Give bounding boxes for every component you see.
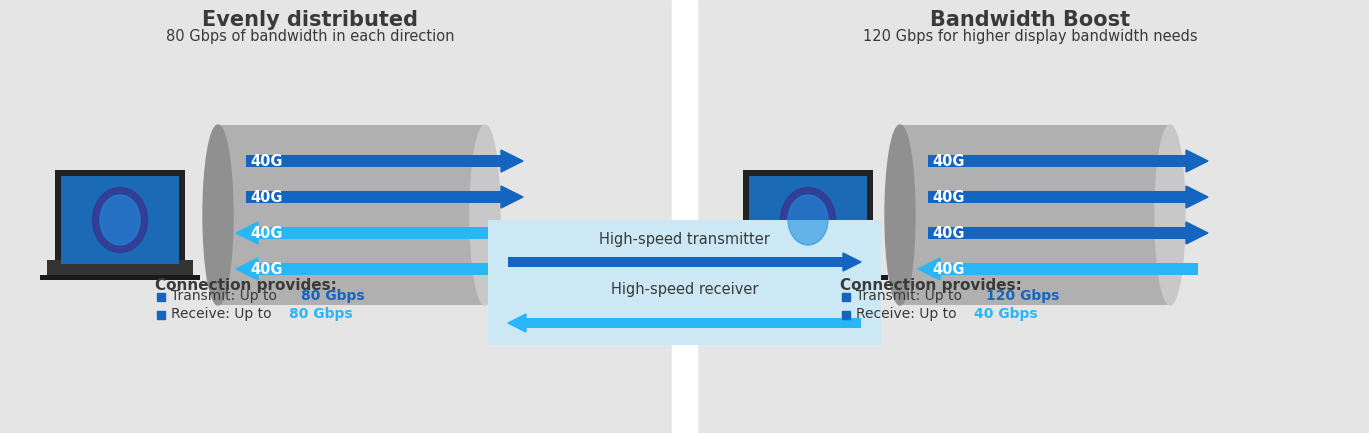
Text: 40G: 40G [251,262,282,277]
Text: 40G: 40G [251,154,282,168]
Text: 40 Gbps: 40 Gbps [973,307,1038,321]
Ellipse shape [203,125,233,305]
Bar [941,263,1198,275]
Text: 80 Gbps: 80 Gbps [301,289,364,303]
Ellipse shape [780,187,835,252]
Ellipse shape [1155,125,1186,305]
Text: 120 Gbps for higher display bandwidth needs: 120 Gbps for higher display bandwidth ne… [862,29,1198,44]
Polygon shape [501,186,523,208]
Bar [526,318,861,328]
Bar [40,275,200,280]
Bar [842,311,850,319]
Bar [246,155,501,167]
Polygon shape [919,258,941,280]
Bar [55,170,185,270]
Ellipse shape [789,195,828,245]
Bar [928,191,1186,203]
Bar [508,257,843,267]
Text: Receive: Up to: Receive: Up to [171,307,277,321]
Bar [218,125,485,305]
Text: 40G: 40G [932,154,965,168]
Polygon shape [501,150,523,172]
Polygon shape [235,222,257,244]
Text: 40G: 40G [251,226,282,240]
Ellipse shape [470,125,500,305]
Polygon shape [843,253,861,271]
Ellipse shape [100,195,140,245]
Bar [735,260,882,278]
Bar [672,0,697,433]
Text: 40G: 40G [932,262,965,277]
Bar [728,275,888,280]
Text: 120 Gbps: 120 Gbps [986,289,1060,303]
Bar [899,125,1170,305]
Bar [928,155,1186,167]
Text: 40G: 40G [932,226,965,240]
Bar [47,260,193,278]
Text: High-speed receiver: High-speed receiver [611,282,758,297]
Bar [842,293,850,301]
Text: High-speed transmitter: High-speed transmitter [600,232,769,247]
Text: Bandwidth Boost: Bandwidth Boost [930,10,1129,30]
Bar [257,227,513,239]
Text: Receive: Up to: Receive: Up to [856,307,961,321]
Polygon shape [1186,186,1207,208]
Bar [246,191,501,203]
Ellipse shape [93,187,148,252]
Text: 40G: 40G [932,190,965,204]
Bar [62,176,179,264]
Bar [257,263,513,275]
Bar [749,176,867,264]
Bar [743,170,873,270]
Text: Connection provides:: Connection provides: [155,278,337,293]
Text: 80 Gbps of bandwidth in each direction: 80 Gbps of bandwidth in each direction [166,29,455,44]
Bar [157,311,166,319]
Bar [157,293,166,301]
Polygon shape [235,258,257,280]
Polygon shape [508,314,526,332]
Text: Transmit: Up to: Transmit: Up to [171,289,282,303]
Bar [487,220,882,345]
Text: Connection provides:: Connection provides: [841,278,1021,293]
Text: 80 Gbps: 80 Gbps [289,307,353,321]
Text: 40G: 40G [251,190,282,204]
Text: Evenly distributed: Evenly distributed [203,10,418,30]
Text: Transmit: Up to: Transmit: Up to [856,289,967,303]
Polygon shape [1186,222,1207,244]
Polygon shape [1186,150,1207,172]
Bar [928,227,1186,239]
Ellipse shape [884,125,914,305]
